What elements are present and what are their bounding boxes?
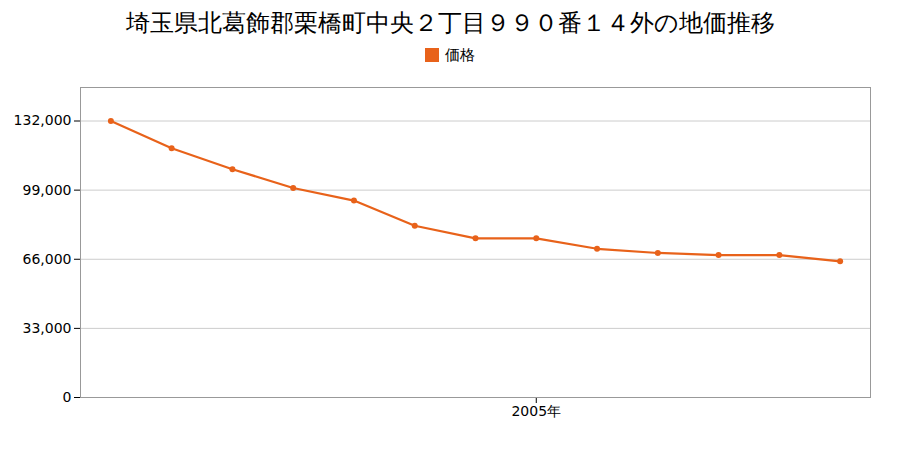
html-text:価格: 価格 <box>445 45 475 64</box>
svg-text:132,000: 132,000 <box>14 112 72 128</box>
html-text:埼玉県北葛飾郡栗橋町中央２丁目９９０番１４外の地価推移: 埼玉県北葛飾郡栗橋町中央２丁目９９０番１４外の地価推移 <box>125 9 775 37</box>
svg-text:33,000: 33,000 <box>23 320 72 336</box>
svg-text:99,000: 99,000 <box>23 182 72 198</box>
svg-text:2005年: 2005年 <box>511 403 561 419</box>
svg-text:66,000: 66,000 <box>23 251 72 267</box>
svg-text:0: 0 <box>63 389 72 405</box>
